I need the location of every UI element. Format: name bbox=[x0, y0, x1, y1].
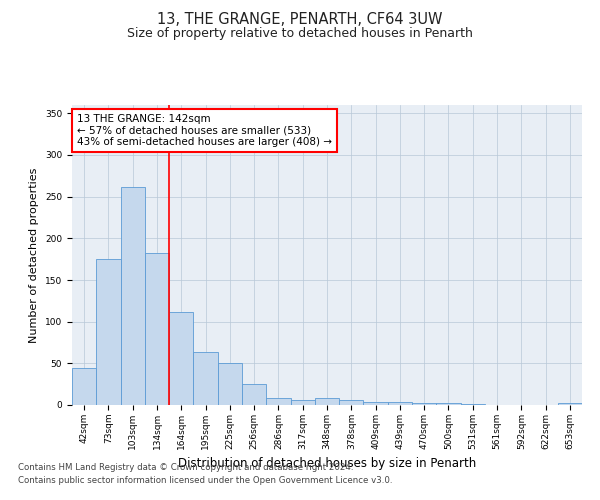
Bar bbox=[193, 352, 218, 405]
Bar bbox=[145, 252, 169, 405]
Bar bbox=[72, 368, 96, 405]
Text: 13, THE GRANGE, PENARTH, CF64 3UW: 13, THE GRANGE, PENARTH, CF64 3UW bbox=[157, 12, 443, 28]
Bar bbox=[436, 404, 461, 405]
Text: 13 THE GRANGE: 142sqm
← 57% of detached houses are smaller (533)
43% of semi-det: 13 THE GRANGE: 142sqm ← 57% of detached … bbox=[77, 114, 332, 147]
Bar bbox=[121, 186, 145, 405]
Bar bbox=[558, 404, 582, 405]
Bar bbox=[266, 398, 290, 405]
Bar bbox=[169, 312, 193, 405]
Bar bbox=[461, 404, 485, 405]
Bar bbox=[388, 402, 412, 405]
Bar bbox=[412, 402, 436, 405]
Text: Contains public sector information licensed under the Open Government Licence v3: Contains public sector information licen… bbox=[18, 476, 392, 485]
X-axis label: Distribution of detached houses by size in Penarth: Distribution of detached houses by size … bbox=[178, 458, 476, 470]
Bar bbox=[242, 384, 266, 405]
Y-axis label: Number of detached properties: Number of detached properties bbox=[29, 168, 40, 342]
Bar bbox=[218, 362, 242, 405]
Bar bbox=[364, 402, 388, 405]
Text: Contains HM Land Registry data © Crown copyright and database right 2024.: Contains HM Land Registry data © Crown c… bbox=[18, 464, 353, 472]
Bar bbox=[96, 259, 121, 405]
Bar bbox=[315, 398, 339, 405]
Bar bbox=[339, 400, 364, 405]
Bar bbox=[290, 400, 315, 405]
Text: Size of property relative to detached houses in Penarth: Size of property relative to detached ho… bbox=[127, 28, 473, 40]
